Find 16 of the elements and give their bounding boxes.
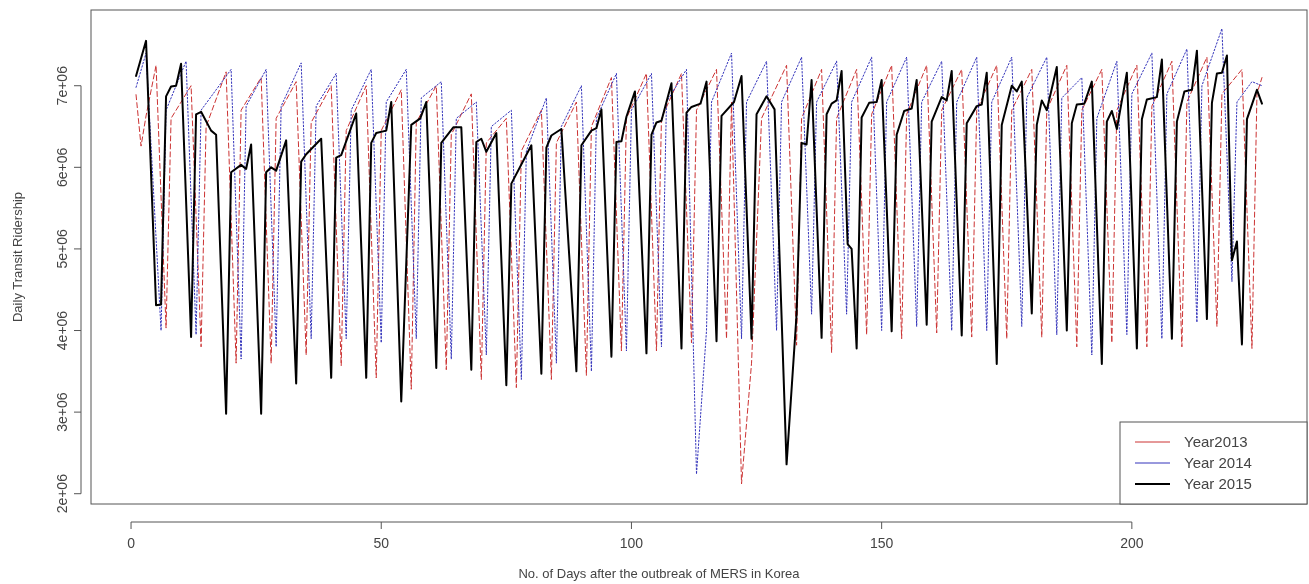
x-tick-label: 50 [373,535,390,551]
y-axis-title: Daily Transit Ridership [10,191,25,323]
x-tick-label: 200 [1120,535,1144,551]
y-tick-label: 2e+06 [54,473,70,514]
y-tick-label: 4e+06 [54,310,70,351]
y-tick-label: 7e+06 [54,65,70,106]
x-tick-label: 100 [619,535,644,551]
x-tick-label: 0 [127,535,136,551]
x-tick-label: 150 [869,535,894,551]
legend-label: Year2013 [1184,433,1248,450]
y-tick-label: 6e+06 [54,147,70,187]
x-axis-title: No. of Days after the outbreak of MERS in Korea [518,566,801,581]
legend-label: Year 2015 [1184,475,1252,492]
y-tick-label: 3e+06 [54,392,70,432]
y-tick-label: 5e+06 [54,229,70,269]
legend-label: Year 2014 [1184,454,1252,471]
